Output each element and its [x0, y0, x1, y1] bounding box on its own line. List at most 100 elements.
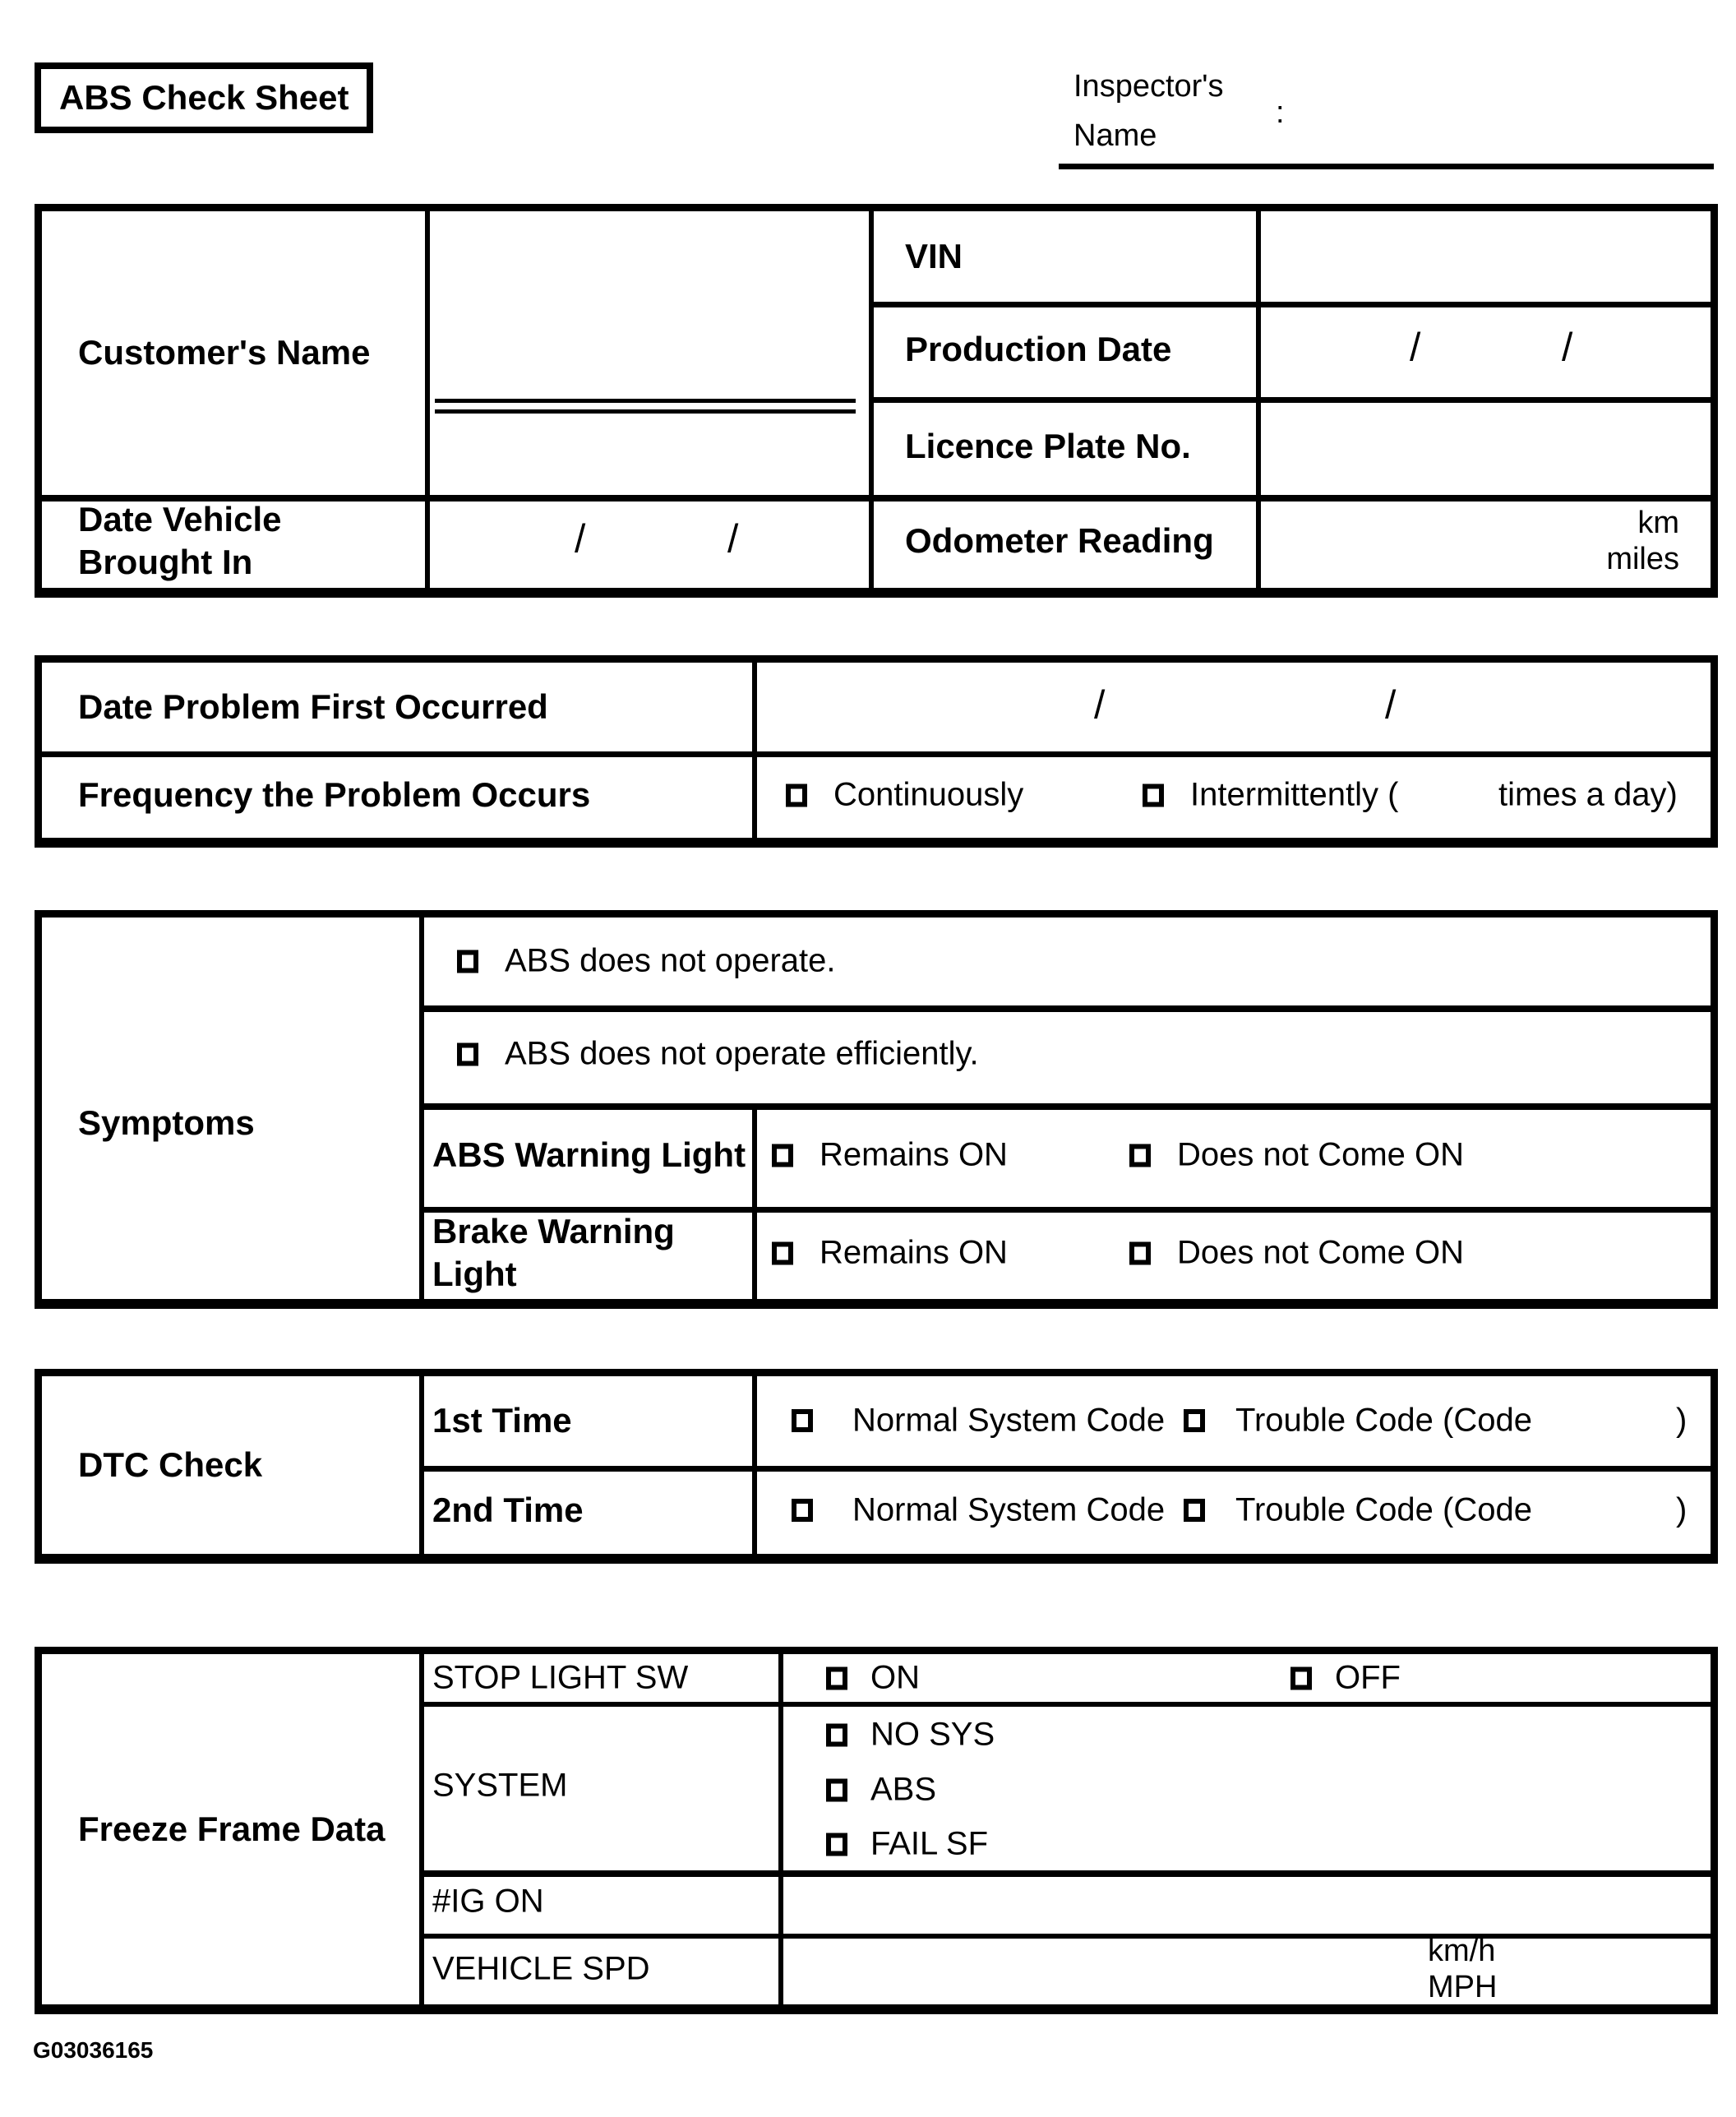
- normal-code-2nd-label: Normal System Code: [852, 1491, 1166, 1528]
- vehicle-spd-units: km/h MPH: [1428, 1933, 1497, 2005]
- divider-horizontal: [869, 302, 1711, 307]
- divider-vertical: [752, 1103, 757, 1299]
- second-time-label: 2nd Time: [432, 1491, 584, 1529]
- checkbox-brake-warning-remains-on[interactable]: [772, 1241, 793, 1264]
- fail-sf-label: FAIL SF: [870, 1825, 989, 1862]
- trouble-code-2nd-paren: ): [1676, 1491, 1688, 1528]
- dtc-check-table: DTC Check 1st Time 2nd Time Normal Syste…: [35, 1369, 1718, 1564]
- checkbox-stop-light-on[interactable]: [826, 1666, 847, 1689]
- checkbox-stop-light-off[interactable]: [1290, 1666, 1312, 1689]
- divider-vertical: [778, 1654, 783, 2004]
- customer-name-input-line[interactable]: [435, 399, 856, 403]
- checkbox-brake-warning-not-come-on[interactable]: [1129, 1241, 1151, 1264]
- problem-date-slash-1: /: [1094, 683, 1106, 728]
- stop-light-on-label: ON: [870, 1659, 920, 1696]
- page-title: ABS Check Sheet: [59, 78, 349, 117]
- option-stop-light-on: ON: [826, 1660, 920, 1697]
- checkbox-trouble-code-2nd[interactable]: [1184, 1499, 1205, 1522]
- no-sys-label: NO SYS: [870, 1716, 995, 1753]
- option-continuously-label: Continuously: [833, 776, 1024, 813]
- date-brought-in-label: Date Vehicle Brought In: [78, 498, 281, 584]
- inspector-label-line1: Inspector's: [1073, 69, 1224, 104]
- divider-horizontal: [42, 495, 1711, 502]
- production-date-label: Production Date: [905, 330, 1172, 368]
- figure-id: G03036165: [33, 2037, 154, 2063]
- checkbox-continuously[interactable]: [786, 783, 807, 807]
- licence-plate-label: Licence Plate No.: [905, 427, 1191, 465]
- checkbox-no-sys[interactable]: [826, 1723, 847, 1746]
- date-brought-in-label-line2: Brought In: [78, 543, 253, 581]
- ig-on-label: #IG ON: [432, 1883, 544, 1920]
- checkbox-normal-code-1st[interactable]: [792, 1409, 813, 1432]
- option-intermittently-label: Intermittently (: [1190, 776, 1399, 813]
- checkbox-intermittently[interactable]: [1143, 783, 1164, 807]
- times-a-day-label: times a day): [1498, 776, 1678, 813]
- problem-date-slash-2: /: [1385, 683, 1397, 728]
- option-brake-warning-remains-on: Remains ON: [772, 1235, 1008, 1272]
- divider-horizontal: [419, 1207, 1711, 1213]
- stop-light-sw-label: STOP LIGHT SW: [432, 1659, 689, 1696]
- option-stop-light-off: OFF: [1290, 1660, 1401, 1697]
- checkbox-trouble-code-1st[interactable]: [1184, 1409, 1205, 1432]
- option-no-sys: NO SYS: [826, 1717, 995, 1754]
- brake-warning-light-label: Brake Warning Light: [432, 1210, 675, 1296]
- divider-horizontal: [419, 1466, 1711, 1472]
- brake-warning-label-line1: Brake Warning: [432, 1212, 675, 1250]
- symptoms-label: Symptoms: [78, 1103, 255, 1142]
- frequency-label: Frequency the Problem Occurs: [78, 775, 591, 814]
- checkbox-abs-not-efficient[interactable]: [457, 1042, 478, 1065]
- trouble-code-1st-label: Trouble Code (Code: [1235, 1402, 1532, 1439]
- option-abs-not-efficient-label: ABS does not operate efficiently.: [505, 1035, 979, 1072]
- form-title-box: ABS Check Sheet: [35, 62, 373, 133]
- odometer-label: Odometer Reading: [905, 521, 1214, 560]
- odometer-unit-miles: miles: [1606, 542, 1679, 576]
- stop-light-off-label: OFF: [1335, 1659, 1401, 1696]
- abs-warning-remains-on-label: Remains ON: [820, 1136, 1008, 1173]
- odometer-unit-km: km: [1637, 506, 1679, 540]
- normal-code-1st-label: Normal System Code: [852, 1402, 1166, 1439]
- production-date-slash-2: /: [1562, 326, 1573, 370]
- option-continuously: Continuously: [786, 777, 1023, 814]
- dtc-check-label: DTC Check: [78, 1445, 263, 1484]
- option-abs-warning-remains-on: Remains ON: [772, 1137, 1008, 1174]
- trouble-code-1st-paren: ): [1676, 1402, 1688, 1439]
- inspector-colon: :: [1276, 95, 1285, 130]
- checkbox-abs-system[interactable]: [826, 1778, 847, 1801]
- checkbox-abs-warning-remains-on[interactable]: [772, 1144, 793, 1167]
- symptoms-table: Symptoms ABS does not operate. ABS does …: [35, 910, 1718, 1309]
- problem-occurrence-table: Date Problem First Occurred / / Frequenc…: [35, 655, 1718, 848]
- divider-vertical: [419, 1376, 424, 1554]
- vehicle-spd-unit-kmh: km/h: [1428, 1934, 1496, 1968]
- trouble-code-2nd-label: Trouble Code (Code: [1235, 1491, 1532, 1528]
- divider-vertical: [752, 1376, 757, 1554]
- date-brought-slash-2: /: [727, 517, 739, 562]
- divider-horizontal: [419, 1005, 1711, 1012]
- checkbox-normal-code-2nd[interactable]: [792, 1499, 813, 1522]
- option-intermittently: Intermittently (: [1143, 777, 1398, 814]
- divider-horizontal: [419, 1934, 1711, 1939]
- divider-vertical: [752, 663, 757, 838]
- brake-warning-not-come-on-label: Does not Come ON: [1177, 1234, 1465, 1271]
- vehicle-spd-label: VEHICLE SPD: [432, 1950, 650, 1987]
- inspector-label-line2: Name: [1073, 118, 1157, 153]
- divider-horizontal: [419, 1702, 1711, 1707]
- checkbox-fail-sf[interactable]: [826, 1833, 847, 1856]
- divider-horizontal: [419, 1103, 1711, 1110]
- checkbox-abs-not-operate[interactable]: [457, 950, 478, 973]
- freeze-frame-table: Freeze Frame Data STOP LIGHT SW ON OFF S…: [35, 1647, 1718, 2014]
- option-brake-warning-not-come-on: Does not Come ON: [1129, 1235, 1464, 1272]
- vehicle-spd-unit-mph: MPH: [1428, 1970, 1498, 2004]
- inspector-name-input-line[interactable]: [1059, 164, 1714, 169]
- odometer-units: km miles: [1256, 505, 1679, 577]
- customer-name-input-line[interactable]: [435, 409, 856, 414]
- abs-warning-not-come-on-label: Does not Come ON: [1177, 1136, 1465, 1173]
- option-abs-system: ABS: [826, 1772, 936, 1809]
- option-abs-not-operate-label: ABS does not operate.: [505, 942, 836, 979]
- option-abs-not-efficient: ABS does not operate efficiently.: [457, 1036, 979, 1073]
- system-label: SYSTEM: [432, 1767, 568, 1804]
- brake-warning-remains-on-label: Remains ON: [820, 1234, 1008, 1271]
- divider-vertical: [419, 1654, 424, 2004]
- date-problem-first-occurred-label: Date Problem First Occurred: [78, 687, 548, 726]
- checkbox-abs-warning-not-come-on[interactable]: [1129, 1144, 1151, 1167]
- vehicle-info-table: Customer's Name Date Vehicle Brought In …: [35, 204, 1718, 598]
